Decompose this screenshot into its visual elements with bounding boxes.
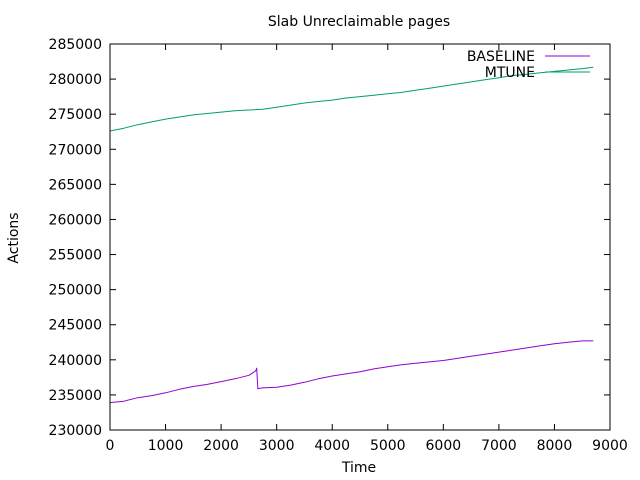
y-tick-label: 285000 [49, 37, 102, 53]
x-tick-label: 9000 [592, 438, 628, 454]
x-axis-label: Time [341, 460, 376, 476]
y-tick-label: 260000 [49, 212, 102, 228]
legend-label-baseline: BASELINE [467, 49, 535, 65]
x-tick-label: 3000 [259, 438, 295, 454]
axes-layer: 0 1000 2000 3000 4000 5000 6000 7000 8000 9000 230… [49, 37, 628, 454]
y-tick-label: 280000 [49, 72, 102, 88]
chart-title: Slab Unreclaimable pages [268, 14, 450, 30]
x-tick-label: 4000 [314, 438, 350, 454]
y-tick-label: 240000 [49, 353, 102, 369]
x-tick-label: 1000 [148, 438, 184, 454]
y-tick-label: 255000 [49, 248, 102, 264]
x-tick-label: 7000 [481, 438, 517, 454]
y-axis-label: Actions [6, 212, 22, 263]
y-tick-label: 250000 [49, 283, 102, 299]
x-tick-label: 6000 [426, 438, 462, 454]
x-tick-label: 5000 [370, 438, 406, 454]
y-tick-label: 245000 [49, 318, 102, 334]
series-layer [109, 66, 594, 404]
y-tick-label: 235000 [49, 388, 102, 404]
x-tick-label: 2000 [203, 438, 239, 454]
plot-frame [109, 43, 611, 431]
series-line-mtune [109, 66, 594, 132]
y-tick-label: 230000 [49, 423, 102, 439]
legend-label-mtune: MTUNE [485, 65, 535, 81]
y-tick-label: 275000 [49, 107, 102, 123]
x-tick-label: 8000 [537, 438, 573, 454]
y-tick-label: 270000 [49, 142, 102, 158]
y-tick-label: 265000 [49, 177, 102, 193]
x-tick-label: 0 [106, 438, 115, 454]
series-line-baseline [109, 340, 594, 404]
